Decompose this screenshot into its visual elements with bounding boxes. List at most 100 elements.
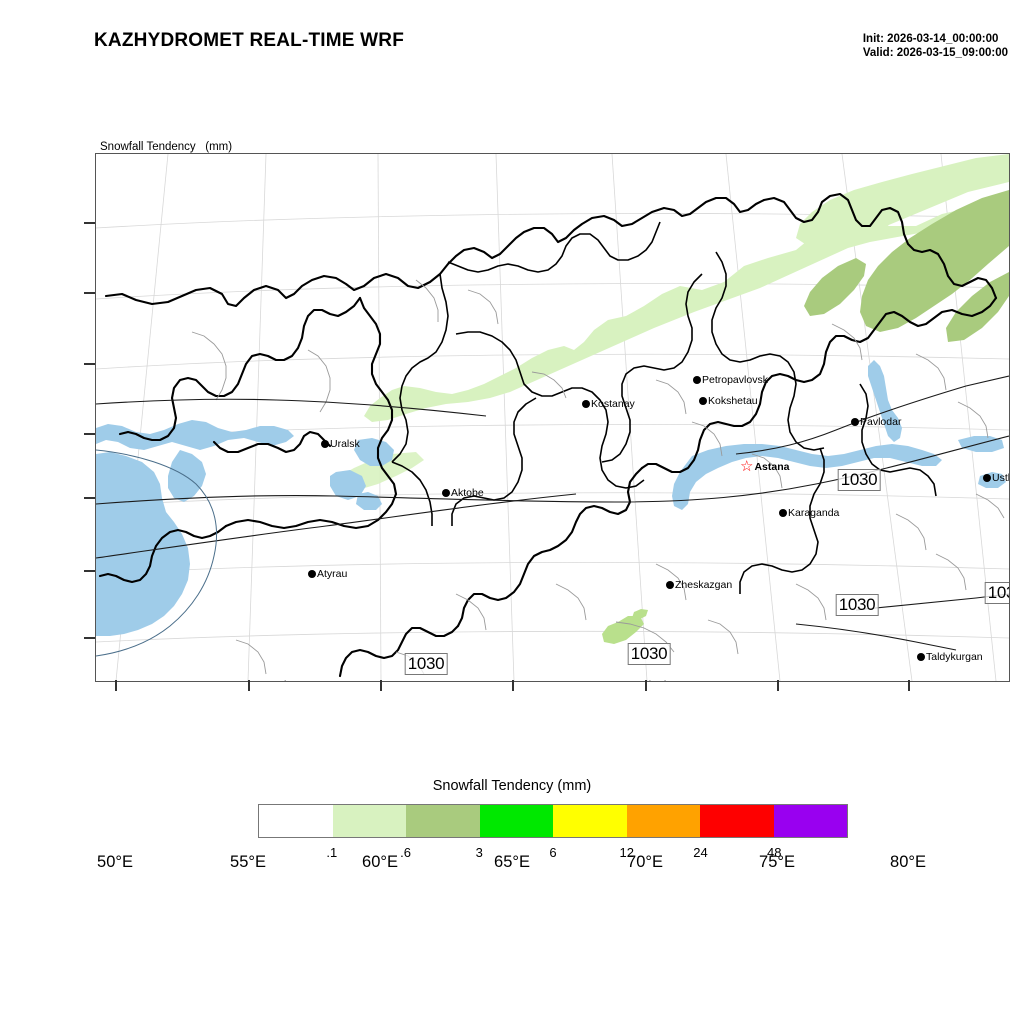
colorbar-ticks: .1 .6 3 6 12 24 48: [258, 845, 848, 863]
colorbar-swatch-5: [626, 805, 700, 837]
city-label: Taldykurgan: [926, 651, 983, 663]
city-marker[interactable]: Karaganda: [779, 507, 839, 519]
isobar-label: 1030: [404, 653, 448, 675]
city-marker[interactable]: Kokshetau: [699, 395, 758, 407]
lon-tick-label: 50°E: [97, 853, 133, 871]
city-label: Kokshetau: [708, 395, 758, 407]
colorbar-tick-label: 12: [619, 845, 634, 860]
city-label: Karaganda: [788, 507, 840, 519]
colorbar-swatch-3: [479, 805, 553, 837]
colorbar-swatch-6: [700, 805, 774, 837]
coastline-detail: [96, 449, 218, 657]
city-marker[interactable]: Taldykurgan: [917, 651, 983, 663]
colorbar-tick-label: 3: [475, 845, 483, 860]
isobar-label: 1030: [984, 582, 1009, 604]
lon-tick: [512, 680, 514, 691]
colorbar-tick-label: .6: [400, 845, 411, 860]
lat-tick: [84, 433, 95, 435]
city-marker[interactable]: Pavlodar: [851, 416, 901, 428]
lon-tick: [645, 680, 647, 691]
isobar-label: 1030: [837, 469, 881, 491]
colorbar-swatch-7: [773, 805, 847, 837]
city-dot: [699, 397, 707, 405]
lat-tick: [84, 292, 95, 294]
city-label: Atyrau: [317, 568, 348, 580]
city-dot: [308, 570, 316, 578]
minor-region-lines: [191, 279, 1005, 675]
city-dot: [666, 581, 674, 589]
lon-tick: [380, 680, 382, 691]
city-label: Kostanay: [591, 398, 635, 410]
colorbar-swatch-4: [553, 805, 627, 837]
city-label: Ustkamen: [992, 472, 1009, 484]
city-dot: [779, 509, 787, 517]
colorbar-swatch-0: [259, 805, 333, 837]
city-marker[interactable]: Aktobe: [442, 487, 484, 499]
city-dot: [582, 400, 590, 408]
model-run-times: Init: 2026-03-14_00:00:00 Valid: 2026-03…: [863, 32, 1008, 60]
map-graphic: [96, 154, 1009, 681]
colorbar-tick-label: 6: [549, 845, 557, 860]
field-label-snowfall: Snowfall Tendency (mm): [100, 141, 233, 153]
lon-tick: [777, 680, 779, 691]
lon-tick-label: 75°E: [759, 853, 795, 871]
city-label: Astana: [754, 461, 790, 473]
city-label: Aktobe: [451, 487, 484, 499]
colorbar: [258, 804, 848, 838]
lon-tick-label: 65°E: [494, 853, 530, 871]
city-dot: [617, 681, 625, 682]
lat-tick: [84, 363, 95, 365]
city-marker[interactable]: Kyzylorda: [617, 679, 672, 682]
city-dot: [693, 376, 701, 384]
lon-tick-label: 80°E: [890, 853, 926, 871]
lat-tick: [84, 497, 95, 499]
axis-layer: 52°N 50°N 48°N 46°N 44°N 42°N 40°N 50°E …: [84, 153, 1008, 871]
city-dot: [268, 681, 276, 682]
colorbar-title: Snowfall Tendency (mm): [432, 778, 592, 794]
map-panel[interactable]: Petropavlovsk Kostanay Kokshetau Pavloda…: [95, 153, 1010, 682]
city-marker[interactable]: Uralsk: [321, 438, 360, 450]
city-marker[interactable]: Atyrau: [308, 568, 347, 580]
city-label: Pavlodar: [860, 416, 902, 428]
colorbar-swatch-1: [332, 805, 406, 837]
city-label: Petropavlovsk: [702, 374, 768, 386]
lon-tick: [248, 680, 250, 691]
city-marker[interactable]: Ustkamen: [983, 472, 1009, 484]
city-label: Uralsk: [330, 438, 360, 450]
oblast-boundaries: [391, 221, 937, 594]
lon-tick-label: 60°E: [362, 853, 398, 871]
colorbar-tick-label: 48: [767, 845, 782, 860]
colorbar-tick-label: .1: [326, 845, 338, 860]
lon-tick-label: 70°E: [627, 853, 663, 871]
lat-tick: [84, 570, 95, 572]
city-marker[interactable]: Zheskazgan: [666, 579, 732, 591]
colorbar-swatch-2: [406, 805, 480, 837]
city-dot: [983, 474, 991, 482]
isobar-label: 1030: [835, 594, 879, 616]
snowfall-shading-shimkent: [602, 609, 648, 644]
city-marker[interactable]: Petropavlovsk: [693, 374, 768, 386]
capital-marker-astana[interactable]: ☆ Astana: [740, 458, 790, 475]
lon-tick: [115, 680, 117, 691]
city-dot: [917, 653, 925, 661]
city-label: Zheskazgan: [675, 579, 733, 591]
city-marker[interactable]: Kostanay: [582, 398, 635, 410]
init-time: Init: 2026-03-14_00:00:00: [862, 33, 999, 45]
colorbar-tick-label: 24: [693, 845, 708, 860]
city-label: Kyzylorda: [626, 679, 672, 681]
lon-tick: [908, 680, 910, 691]
lon-tick-label: 55°E: [230, 853, 266, 871]
country-borders: [98, 192, 998, 678]
valid-time: Valid: 2026-03-15_09:00:00: [862, 47, 1008, 59]
isobar-label: 1030: [627, 643, 671, 665]
city-marker[interactable]: Aktau: [268, 679, 304, 682]
city-dot: [321, 440, 329, 448]
city-dot: [442, 489, 450, 497]
city-label: Aktau: [277, 679, 304, 681]
city-dot: [851, 418, 859, 426]
lat-tick: [84, 222, 95, 224]
water-bodies: [96, 360, 1006, 636]
star-icon: ☆: [740, 458, 754, 475]
page-title: KAZHYDROMET REAL-TIME WRF: [94, 30, 405, 51]
lat-tick: [84, 637, 95, 639]
